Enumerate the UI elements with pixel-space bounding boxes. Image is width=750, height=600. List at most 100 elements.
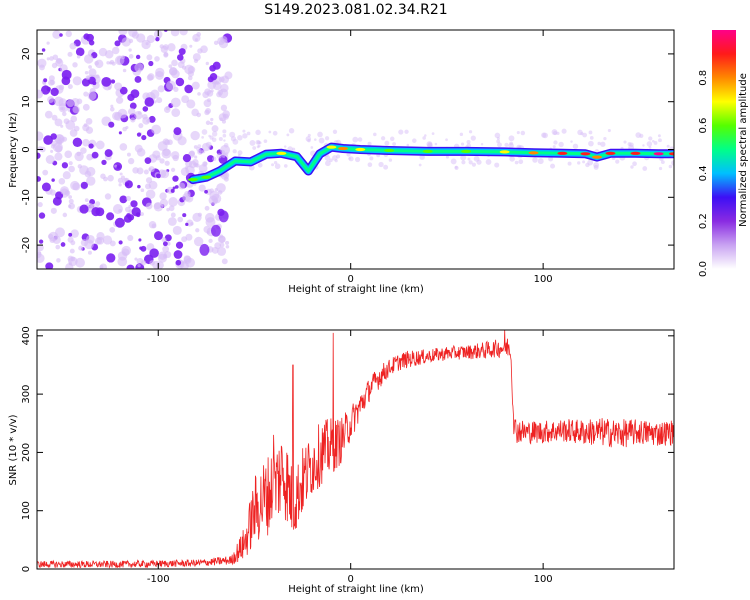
noise-blob: [68, 195, 73, 199]
noise-blob: [55, 58, 64, 67]
noise-blob: [210, 117, 214, 122]
noise-blob: [144, 157, 152, 164]
noise-blob: [220, 83, 229, 93]
noise-blob: [207, 155, 215, 163]
noise-blob: [114, 82, 123, 91]
noise-blob: [136, 132, 142, 137]
noise-blob: [166, 80, 176, 91]
ridge-peak: [653, 152, 664, 156]
noise-blob: [126, 264, 135, 269]
halo-dot: [348, 156, 354, 162]
noise-blob: [141, 134, 147, 141]
halo-dot: [445, 155, 449, 159]
halo-dot: [648, 136, 653, 141]
noise-blob: [151, 223, 157, 229]
noise-blob: [41, 182, 51, 192]
halo-dot: [380, 136, 386, 141]
noise-blob: [180, 167, 190, 176]
noise-blob: [208, 238, 213, 244]
noise-blob: [134, 257, 138, 261]
noise-blob: [127, 214, 135, 221]
halo-dot: [201, 136, 204, 139]
halo-dot: [603, 136, 607, 141]
halo-dot: [450, 158, 457, 165]
noise-blob: [130, 117, 136, 123]
noise-blob: [61, 162, 69, 169]
noise-blob: [44, 110, 53, 119]
noise-blob: [174, 185, 179, 189]
halo-dot: [257, 140, 261, 145]
halo-dot: [221, 154, 226, 158]
colorbar-tick-label: 0.4: [698, 165, 709, 181]
noise-blob: [224, 71, 233, 80]
ridge-peak: [461, 149, 472, 154]
noise-blob: [68, 256, 78, 267]
y-tick-label: 20: [21, 48, 32, 61]
noise-blob: [148, 115, 156, 123]
colorbar-tick-label: 0.6: [698, 118, 709, 134]
x-tick-label: 0: [348, 274, 354, 285]
noise-blob: [43, 135, 53, 145]
noise-blob: [173, 250, 183, 259]
noise-blob: [51, 178, 55, 182]
noise-blob: [109, 226, 116, 233]
noise-blob: [122, 126, 127, 132]
noise-blob: [149, 248, 159, 258]
noise-blob: [84, 170, 92, 178]
halo-dot: [354, 156, 361, 163]
noise-blob: [87, 91, 97, 101]
noise-blob: [172, 154, 179, 162]
ridge-peak: [605, 151, 616, 155]
noise-blob: [179, 30, 188, 36]
halo-dot: [537, 158, 544, 165]
noise-blob: [185, 233, 193, 241]
noise-blob: [145, 202, 153, 210]
ridge-peak: [557, 151, 568, 155]
noise-blob: [87, 250, 92, 255]
noise-blob: [173, 127, 182, 136]
halo-dot: [388, 158, 393, 162]
noise-blob: [216, 183, 226, 193]
halo-dot: [516, 131, 520, 135]
noise-blob: [128, 48, 132, 52]
noise-blob: [51, 114, 58, 121]
noise-blob: [110, 79, 116, 84]
halo-dot: [497, 142, 502, 148]
noise-blob: [126, 152, 131, 157]
noise-blob: [142, 106, 149, 112]
noise-blob: [99, 264, 104, 269]
halo-dot: [412, 138, 417, 143]
halo-dot: [635, 132, 642, 138]
halo-dot: [607, 128, 611, 133]
halo-dot: [509, 141, 514, 146]
noise-blob: [86, 153, 93, 161]
y-tick-label: 0: [21, 566, 32, 572]
noise-blob: [211, 125, 219, 133]
noise-blob: [205, 107, 212, 114]
noise-blob: [104, 193, 112, 200]
noise-blob: [131, 31, 140, 39]
noise-blob: [69, 42, 77, 50]
ridge-peak: [355, 147, 366, 152]
noise-blob: [135, 54, 141, 60]
noise-blob: [146, 74, 154, 81]
noise-blob: [69, 248, 75, 254]
halo-dot: [205, 141, 212, 148]
noise-blob: [60, 186, 69, 195]
noise-blob: [61, 69, 72, 80]
noise-blob: [106, 253, 116, 263]
halo-dot: [268, 130, 272, 134]
noise-blob: [197, 92, 201, 96]
noise-blob: [192, 212, 202, 223]
noise-blob: [162, 245, 170, 253]
halo-dot: [242, 129, 246, 133]
ridge-peak: [337, 146, 348, 151]
noise-blob: [205, 217, 216, 228]
noise-blob: [119, 195, 128, 204]
noise-blob: [72, 105, 81, 114]
noise-blob: [37, 201, 43, 208]
halo-dot: [577, 161, 581, 165]
noise-blob: [172, 225, 182, 235]
noise-blob: [50, 87, 59, 97]
noise-blob: [158, 251, 167, 260]
